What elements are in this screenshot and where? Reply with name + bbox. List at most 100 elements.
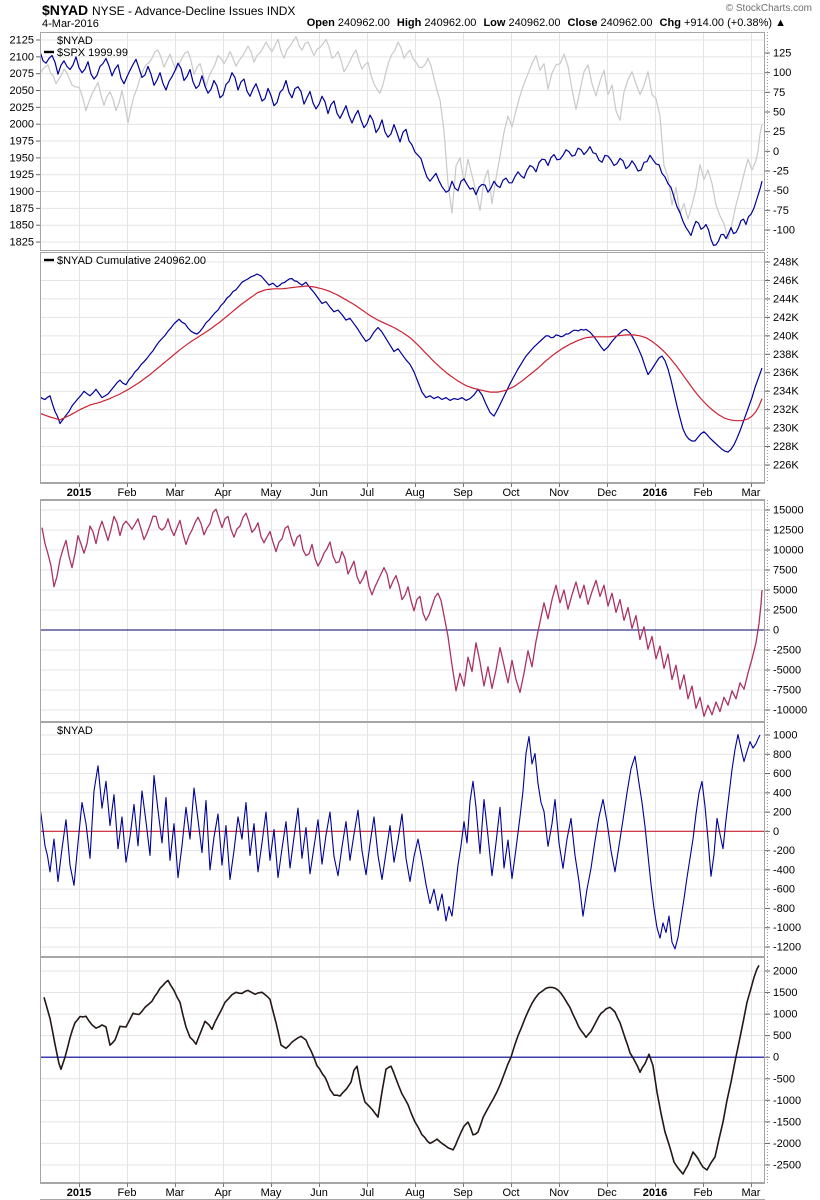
y-tick-label: -2500 bbox=[773, 645, 801, 657]
y-tick-label: 2125 bbox=[10, 35, 34, 47]
quote-field-label: Open bbox=[306, 17, 335, 29]
y-tick-label: 2100 bbox=[10, 51, 34, 63]
month-label: Mar bbox=[166, 487, 185, 499]
y-tick-label: 12500 bbox=[773, 525, 804, 537]
y-tick-label: -800 bbox=[773, 903, 795, 915]
date-axis-1: 2015 Feb Mar Apr May Jun Jul Aug Sep Oct Nov Dec 201… bbox=[40, 483, 765, 500]
month-label: Jun bbox=[310, 1187, 328, 1199]
y-tick-label: 2500 bbox=[773, 605, 797, 617]
panel-price-overlay: 125 100 75 50 25 0 -25 -50 -75 -100 2125 2100 2075 20… bbox=[10, 32, 795, 251]
y-tick-label: -10000 bbox=[773, 705, 807, 717]
y-tick-label: 5000 bbox=[773, 585, 797, 597]
month-label: 2016 bbox=[643, 1187, 667, 1199]
stockcharts-credit: © StockCharts.com bbox=[725, 3, 812, 14]
y-tick-label: 0 bbox=[773, 1052, 779, 1064]
y-tick-label: 236K bbox=[773, 367, 799, 379]
month-label: 2015 bbox=[67, 1187, 91, 1199]
quote-field-value: +914.00 (+0.38%) ▲ bbox=[680, 17, 786, 29]
y-tick-label: 244K bbox=[773, 293, 799, 305]
y-tick-label: 10000 bbox=[773, 545, 804, 557]
legend-label: $NYAD bbox=[57, 725, 93, 737]
quote-field-label: Chg bbox=[659, 17, 681, 29]
y-tick-label: 238K bbox=[773, 349, 799, 361]
quote-field-value: 240962.00 bbox=[334, 17, 390, 29]
month-label: Apr bbox=[214, 1187, 231, 1199]
month-label: Oct bbox=[502, 487, 519, 499]
month-label: Jul bbox=[360, 487, 374, 499]
month-label: Mar bbox=[166, 1187, 185, 1199]
y-tick-label: 0 bbox=[773, 826, 779, 838]
month-label: Feb bbox=[118, 487, 137, 499]
y-tick-label: 25 bbox=[773, 126, 785, 138]
y-tick-label: 228K bbox=[773, 441, 799, 453]
panel-breadth-osc-slow: 15000 12500 10000 7500 5000 2500 0 -2500 -5000 -7… bbox=[40, 500, 807, 722]
y-tick-label: -500 bbox=[773, 1073, 795, 1085]
y-tick-label: 400 bbox=[773, 787, 791, 799]
y-tick-label: -1500 bbox=[773, 1116, 801, 1128]
y-tick-label: -7500 bbox=[773, 685, 801, 697]
quote-field-value: 240962.00 bbox=[597, 17, 653, 29]
month-label: May bbox=[261, 487, 282, 499]
panel-nyad-daily: 1000 800 600 400 200 0 -200 -400 -600 -800 -1000 -1… bbox=[40, 722, 801, 957]
page-title: NYSE - Advance-Decline Issues INDX bbox=[92, 4, 296, 18]
y-tick-label: 500 bbox=[773, 1030, 791, 1042]
quote-field-value: 240962.00 bbox=[505, 17, 561, 29]
y-tick-label: -25 bbox=[773, 165, 789, 177]
y-tick-label: 240K bbox=[773, 330, 799, 342]
y-tick-label: 230K bbox=[773, 423, 799, 435]
series--nyad-daily bbox=[40, 733, 761, 950]
y-tick-label: 246K bbox=[773, 275, 799, 287]
ohlc-quote-strip: Open 240962.00 High 240962.00 Low 240962.0… bbox=[300, 17, 786, 29]
month-label: Feb bbox=[694, 487, 713, 499]
month-label: Sep bbox=[453, 487, 473, 499]
month-label: Apr bbox=[214, 487, 231, 499]
quote-field-label: Close bbox=[567, 17, 598, 29]
y-tick-label: 75 bbox=[773, 87, 785, 99]
month-label: Nov bbox=[549, 487, 569, 499]
y-tick-label: 2075 bbox=[10, 68, 34, 80]
y-tick-label: 242K bbox=[773, 312, 799, 324]
month-label: 2015 bbox=[67, 487, 91, 499]
series--nyad bbox=[40, 51, 763, 246]
date-axis-2: 2015 Feb Mar Apr May Jun Jul Aug Sep Oct Nov Dec 201… bbox=[40, 1183, 765, 1200]
legend-label: $SPX 1999.99 bbox=[57, 47, 128, 59]
y-tick-label: 2000 bbox=[10, 119, 34, 131]
y-tick-label: 2050 bbox=[10, 85, 34, 97]
legend-label: $NYAD Cumulative 240962.00 bbox=[57, 255, 206, 267]
panel-cumulative: 248K 246K 244K 242K 240K 238K 236K 234K 232K 230K… bbox=[40, 252, 799, 483]
y-tick-label: -200 bbox=[773, 845, 795, 857]
y-tick-label: 1500 bbox=[773, 987, 797, 999]
y-tick-label: 0 bbox=[773, 146, 779, 158]
chart-date: 4-Mar-2016 bbox=[42, 18, 99, 30]
series--nyad-smoothed bbox=[43, 965, 760, 1175]
y-tick-label: -1000 bbox=[773, 922, 801, 934]
month-label: Mar bbox=[742, 1187, 761, 1199]
y-tick-label: -50 bbox=[773, 185, 789, 197]
y-tick-label: 232K bbox=[773, 404, 799, 416]
y-tick-label: -1200 bbox=[773, 941, 801, 953]
y-tick-label: 125 bbox=[773, 48, 791, 60]
y-tick-label: 1950 bbox=[10, 152, 34, 164]
y-tick-label: 226K bbox=[773, 460, 799, 472]
month-label: 2016 bbox=[643, 487, 667, 499]
y-tick-label: -600 bbox=[773, 884, 795, 896]
y-tick-label: 200 bbox=[773, 807, 791, 819]
month-label: Nov bbox=[549, 1187, 569, 1199]
y-tick-label: 1900 bbox=[10, 186, 34, 198]
month-label: Dec bbox=[597, 1187, 617, 1199]
legend-label: $NYAD bbox=[57, 35, 93, 47]
y-tick-label: -100 bbox=[773, 224, 795, 236]
series-oscillator bbox=[41, 508, 763, 718]
quote-field-value: 240962.00 bbox=[421, 17, 477, 29]
y-tick-label: 800 bbox=[773, 749, 791, 761]
y-tick-label: 248K bbox=[773, 257, 799, 269]
y-tick-label: 234K bbox=[773, 386, 799, 398]
y-tick-label: 0 bbox=[773, 625, 779, 637]
y-tick-label: 1975 bbox=[10, 136, 34, 148]
month-label: Feb bbox=[118, 1187, 137, 1199]
series-ma bbox=[40, 285, 763, 422]
y-tick-label: 1850 bbox=[10, 220, 34, 232]
month-label: May bbox=[261, 1187, 282, 1199]
panel-nyad-smoothed: 2000 1500 1000 500 0 -500 -1000 -1500 -2000 -2500 bbox=[40, 957, 801, 1183]
